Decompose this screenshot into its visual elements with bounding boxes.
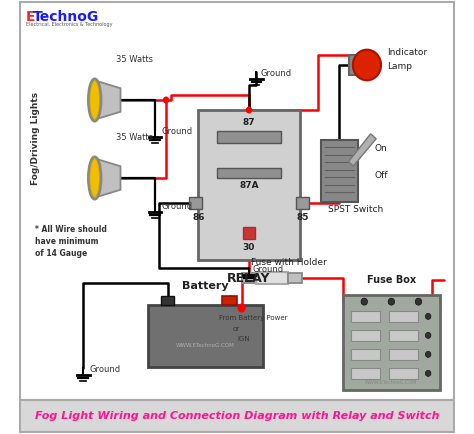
Circle shape [237,303,246,312]
Text: Ground: Ground [162,127,192,136]
Bar [242,273,256,283]
Bar [390,330,419,341]
Text: * All Wire should: * All Wire should [35,225,107,234]
Text: TechnoG: TechnoG [33,10,100,24]
Polygon shape [95,80,120,120]
Circle shape [425,352,431,357]
Text: From Battery Power: From Battery Power [219,315,287,321]
Polygon shape [348,134,376,166]
Text: have minimum: have minimum [35,237,99,246]
Bar [243,227,255,239]
Bar [390,349,419,360]
Bar [349,55,365,75]
Bar [217,168,282,178]
Text: Fog/Driving Lights: Fog/Driving Lights [31,92,40,184]
Circle shape [425,332,431,339]
Bar [343,295,440,390]
Bar [162,296,174,305]
Text: 35 Watts: 35 Watts [116,133,153,142]
Text: Off: Off [374,171,388,181]
Text: or: or [232,326,239,332]
Text: Ground: Ground [261,69,292,78]
Bar [198,110,300,260]
Bar [351,349,380,360]
Text: WWW.ETechnoG.COM: WWW.ETechnoG.COM [176,343,235,348]
Text: Ground: Ground [162,202,192,211]
Bar [222,296,237,305]
Text: 86: 86 [192,213,205,222]
Text: On: On [374,144,387,153]
Circle shape [246,106,252,114]
Bar [321,140,358,202]
Bar [20,400,454,432]
Circle shape [353,50,381,80]
Circle shape [163,96,169,103]
Text: 35 Watts: 35 Watts [116,55,153,64]
Text: WWW.ETechnoG.COM: WWW.ETechnoG.COM [365,380,418,385]
Text: RELAY: RELAY [227,272,271,285]
Bar [147,305,263,367]
Bar [217,131,282,143]
Circle shape [415,298,422,305]
Polygon shape [95,158,120,197]
Bar [288,273,302,283]
Bar [351,368,380,378]
Bar [296,197,309,209]
Text: Indicator: Indicator [387,48,428,57]
Circle shape [425,313,431,319]
Text: Fog Light Wiring and Connection Diagram with Relay and Switch: Fog Light Wiring and Connection Diagram … [35,411,439,421]
Text: E: E [26,10,36,24]
Bar [390,368,419,378]
Text: 87: 87 [243,118,255,127]
Bar [256,272,288,284]
Ellipse shape [89,80,100,120]
Text: Fuse Box: Fuse Box [367,275,416,285]
Text: 30: 30 [243,243,255,252]
Bar [390,311,419,322]
Text: 87A: 87A [239,181,259,190]
Text: Ground: Ground [90,365,121,374]
Bar [351,311,380,322]
Text: Ground: Ground [253,265,284,274]
Text: of 14 Gauge: of 14 Gauge [35,249,87,258]
Ellipse shape [89,158,100,198]
Bar [189,197,202,209]
Text: Electrical, Electronics & Technology: Electrical, Electronics & Technology [26,22,112,27]
Bar [351,330,380,341]
Circle shape [388,298,394,305]
Text: Battery: Battery [182,281,228,291]
Circle shape [425,370,431,376]
Text: SPST Switch: SPST Switch [328,205,383,214]
Text: 85: 85 [296,213,309,222]
Text: Lamp: Lamp [387,62,412,71]
Circle shape [361,298,367,305]
Text: Fuse with Holder: Fuse with Holder [251,258,327,267]
Text: IGN: IGN [237,336,250,342]
